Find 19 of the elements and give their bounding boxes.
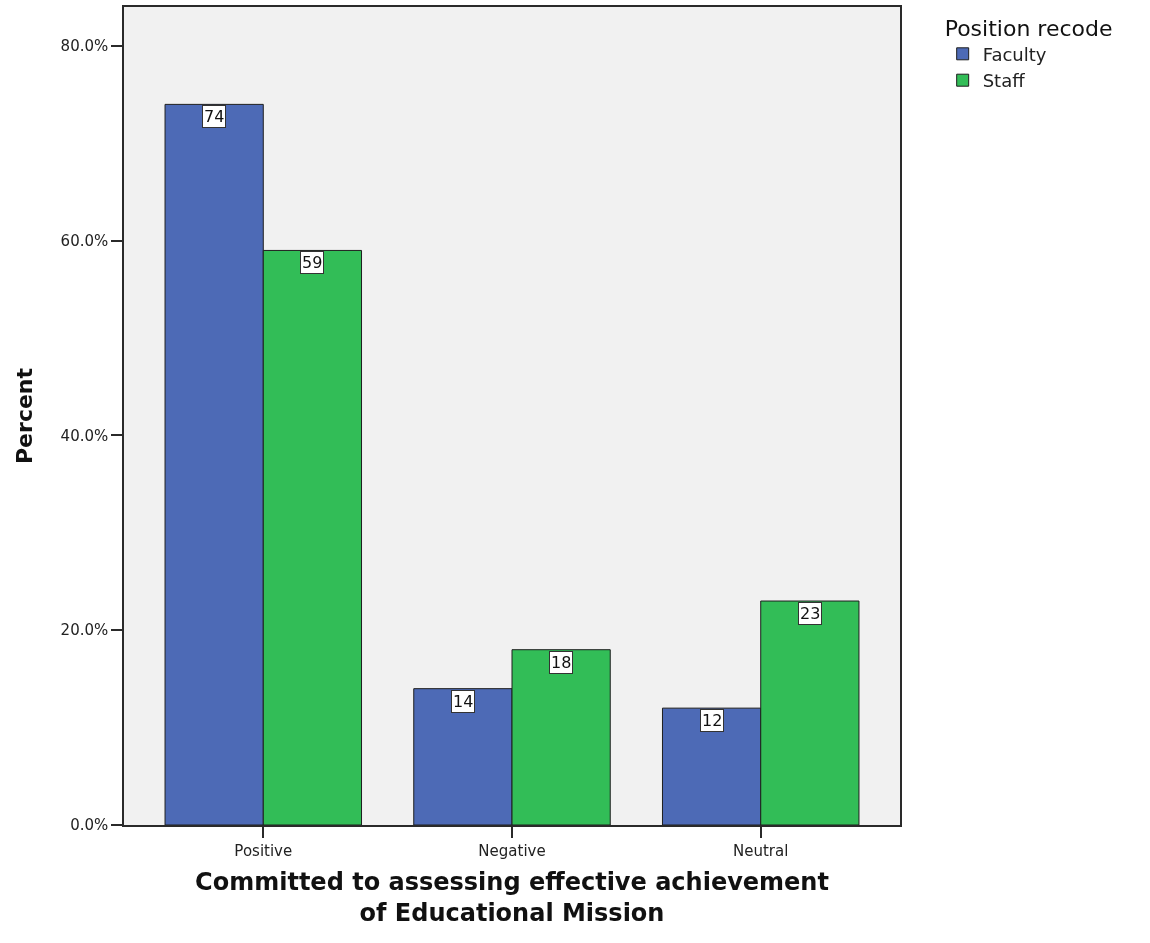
legend-label: Staff bbox=[982, 70, 1026, 92]
data-label: 14 bbox=[453, 692, 474, 711]
legend-label: Faculty bbox=[982, 43, 1047, 65]
x-tick-label: Neutral bbox=[733, 841, 789, 860]
y-tick-label: 20.0% bbox=[60, 621, 109, 640]
data-label: 23 bbox=[800, 604, 821, 623]
x-axis-title: Committed to assessing effective achievement of Educational Mission bbox=[195, 867, 829, 927]
data-label: 18 bbox=[551, 653, 572, 672]
y-tick-label: 40.0% bbox=[60, 426, 109, 445]
y-axis-title: Percent bbox=[11, 367, 37, 465]
y-tick-label: 80.0% bbox=[60, 37, 109, 56]
legend-title: Position recode bbox=[944, 15, 1113, 41]
x-tick-label: Negative bbox=[478, 841, 546, 860]
data-label: 74 bbox=[204, 107, 225, 126]
x-tick-label: Positive bbox=[234, 841, 293, 860]
y-tick-label: 60.0% bbox=[60, 231, 109, 250]
data-label: 12 bbox=[702, 711, 723, 730]
y-tick-label: 0.0% bbox=[70, 816, 109, 835]
data-label: 59 bbox=[302, 253, 323, 272]
